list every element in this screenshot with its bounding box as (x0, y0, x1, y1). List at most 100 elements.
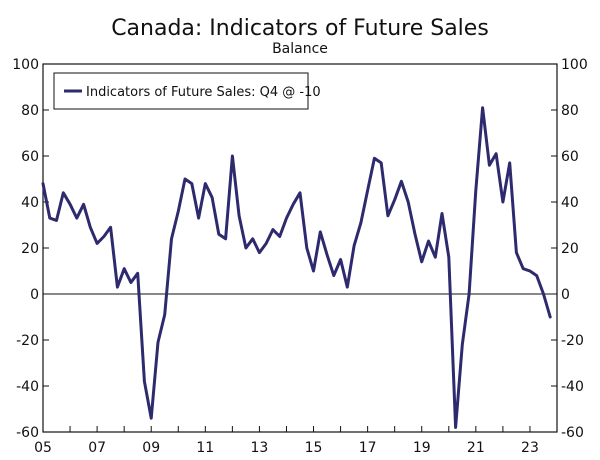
data-point (116, 286, 119, 289)
y-tick-label-right: 40 (561, 195, 579, 211)
data-point (123, 267, 126, 270)
data-point (346, 286, 349, 289)
y-tick-label-right: 80 (561, 103, 579, 119)
data-point (157, 341, 160, 344)
y-tick-label-left: 40 (21, 195, 39, 211)
x-tick-label: 21 (467, 440, 485, 456)
x-axis: 05 07 09 11 13 15 17 19 21 23 (34, 426, 558, 456)
data-point (231, 155, 234, 158)
data-point (407, 201, 410, 204)
data-point (177, 210, 180, 213)
data-point (184, 178, 187, 181)
data-point (535, 274, 538, 277)
data-point (393, 198, 396, 201)
data-point (542, 293, 545, 296)
data-point (89, 226, 92, 229)
series-layer (41, 106, 552, 429)
plot-frame (42, 63, 558, 433)
data-point (170, 237, 173, 240)
y-tick-label-left: 60 (21, 149, 39, 165)
data-point (414, 233, 417, 236)
data-point (244, 247, 247, 250)
data-point (292, 203, 295, 206)
data-point (238, 214, 241, 217)
data-point (258, 251, 261, 254)
data-point (380, 161, 383, 164)
data-point (468, 293, 471, 296)
data-point (69, 203, 72, 206)
data-point (96, 242, 99, 245)
x-tick-label: 09 (142, 440, 160, 456)
y-tick-label-left: 0 (30, 287, 39, 303)
data-point (501, 201, 504, 204)
data-point (143, 380, 146, 383)
data-point (528, 270, 531, 273)
y-tick-label-right: 100 (561, 57, 588, 73)
y-tick-label-left: 100 (12, 57, 39, 73)
data-point (197, 217, 200, 220)
data-point (454, 426, 457, 429)
data-point (326, 253, 329, 256)
data-point (129, 281, 132, 284)
data-point (373, 157, 376, 160)
data-point (82, 203, 85, 206)
chart-title: Canada: Indicators of Future Sales (111, 16, 489, 41)
data-point (400, 180, 403, 183)
data-point (285, 217, 288, 220)
data-point (488, 164, 491, 167)
legend-label: Indicators of Future Sales: Q4 @ -10 (86, 85, 321, 100)
data-point (305, 247, 308, 250)
y-tick-label-right: 60 (561, 149, 579, 165)
x-tick-label: 11 (196, 440, 214, 456)
data-point (75, 217, 78, 220)
x-tick-label: 07 (88, 440, 106, 456)
chart-subtitle: Balance (272, 41, 328, 57)
data-point (312, 270, 315, 273)
data-point (204, 182, 207, 185)
data-point (251, 237, 254, 240)
data-point (217, 233, 220, 236)
data-point (150, 417, 153, 420)
y-tick-label-right: -40 (561, 379, 584, 395)
data-point (353, 244, 356, 247)
y-tick-label-left: 20 (21, 241, 39, 257)
data-point (271, 228, 274, 231)
x-tick-label: 15 (305, 440, 323, 456)
data-point (495, 152, 498, 155)
data-point (522, 267, 525, 270)
data-point (265, 242, 268, 245)
data-point (48, 217, 51, 220)
data-point (102, 235, 105, 238)
y-tick-label-left: -60 (16, 425, 39, 441)
legend-box (53, 72, 309, 110)
x-tick-label: 23 (521, 440, 539, 456)
legend: Indicators of Future Sales: Q4 @ -10 (53, 72, 321, 110)
y-tick-label-right: -60 (561, 425, 584, 441)
data-point (339, 258, 342, 261)
data-point (278, 235, 281, 238)
y-tick-label-right: -20 (561, 333, 584, 349)
y-tick-label-right: 20 (561, 241, 579, 257)
data-point (447, 256, 450, 259)
data-point (366, 189, 369, 192)
data-point (136, 272, 139, 275)
data-point (508, 161, 511, 164)
data-point (427, 240, 430, 243)
data-point (224, 237, 227, 240)
data-point (481, 106, 484, 109)
data-point (332, 274, 335, 277)
y-tick-label-left: -20 (16, 333, 39, 349)
data-point (386, 214, 389, 217)
y-tick-label-left: 80 (21, 103, 39, 119)
data-point (62, 191, 65, 194)
data-point (549, 316, 552, 319)
data-point (42, 182, 45, 185)
y-tick-label-left: -40 (16, 379, 39, 395)
data-point (420, 260, 423, 263)
x-tick-label: 17 (359, 440, 377, 456)
y-axis-right: -60 -40 -20 0 20 40 60 80 100 (551, 57, 588, 441)
x-tick-label: 19 (413, 440, 431, 456)
data-point (55, 219, 58, 222)
data-point (434, 256, 437, 259)
